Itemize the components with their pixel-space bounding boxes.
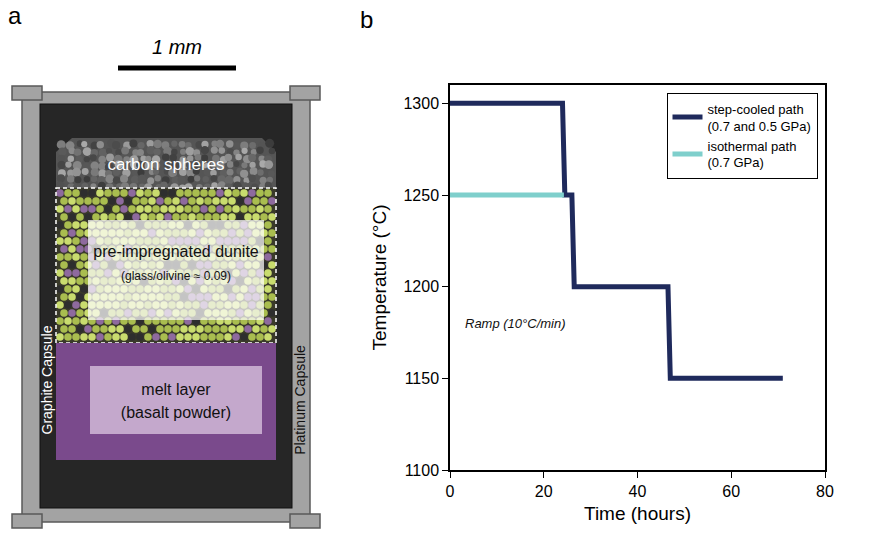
svg-text:step-cooled path(0.7 and 0.5 G: step-cooled path(0.7 and 0.5 GPa) xyxy=(708,102,811,134)
svg-text:40: 40 xyxy=(629,483,647,500)
svg-text:0: 0 xyxy=(446,483,455,500)
svg-text:1100: 1100 xyxy=(405,462,440,479)
svg-text:carbon spheres: carbon spheres xyxy=(107,155,224,174)
svg-text:Time (hours): Time (hours) xyxy=(584,503,691,524)
svg-text:1300: 1300 xyxy=(403,95,439,112)
svg-text:(basalt powder): (basalt powder) xyxy=(121,404,231,421)
svg-text:Temperature (°C): Temperature (°C) xyxy=(369,205,390,351)
svg-text:melt layer: melt layer xyxy=(141,381,211,398)
svg-text:1250: 1250 xyxy=(403,187,439,204)
svg-text:20: 20 xyxy=(535,483,553,500)
svg-text:isothermal path(0.7 GPa): isothermal path(0.7 GPa) xyxy=(708,139,797,171)
svg-text:60: 60 xyxy=(722,483,740,500)
svg-text:Ramp (10°C/min): Ramp (10°C/min) xyxy=(465,316,566,331)
svg-text:Graphite Capsule: Graphite Capsule xyxy=(39,325,55,434)
svg-text:80: 80 xyxy=(816,483,834,500)
svg-text:b: b xyxy=(360,6,373,33)
svg-text:(glass/olivine ≈ 0.09): (glass/olivine ≈ 0.09) xyxy=(121,269,231,283)
svg-text:1200: 1200 xyxy=(403,278,439,295)
svg-text:pre-impregnated dunite: pre-impregnated dunite xyxy=(93,243,259,260)
svg-text:a: a xyxy=(8,2,22,29)
svg-text:1150: 1150 xyxy=(405,370,440,387)
svg-text:1 mm: 1 mm xyxy=(152,36,202,58)
svg-text:Platinum Capsule: Platinum Capsule xyxy=(292,345,308,455)
